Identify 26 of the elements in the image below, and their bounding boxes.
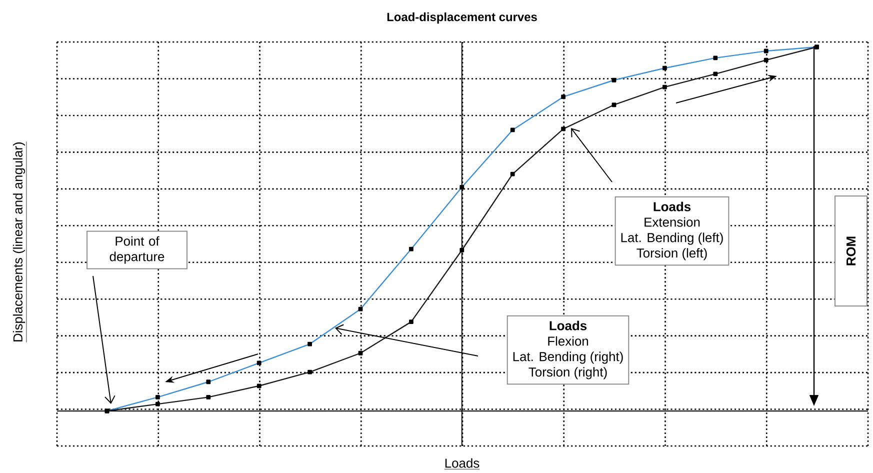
point (256, 384, 262, 388)
annotation: ROM (846, 236, 856, 266)
point (510, 172, 515, 176)
annotation: Torsion (right) (528, 367, 607, 380)
point (156, 402, 160, 406)
point (409, 320, 414, 324)
point (561, 126, 566, 132)
annotation: Torsion (left) (636, 248, 707, 260)
point (612, 102, 616, 108)
x-axis-title: Loads (445, 458, 480, 468)
point (206, 394, 211, 400)
annotation: Extension (644, 217, 700, 227)
annotation: Point of departure (110, 236, 164, 264)
y-axis-title: Displacements (linear and angular) (12, 142, 26, 342)
annotation: Lat. Bending (left) (621, 232, 723, 245)
point (764, 58, 768, 62)
annotation: Flexion (548, 336, 588, 346)
annotation: Loads (654, 202, 691, 212)
point (358, 350, 363, 356)
annotation: Loads (550, 320, 587, 330)
annotation: Lat. Bending (right) (513, 352, 623, 364)
point (713, 72, 718, 76)
point (308, 370, 312, 374)
chart-title: Load-displacement curves (387, 12, 537, 24)
point (662, 84, 667, 90)
point (460, 248, 464, 252)
